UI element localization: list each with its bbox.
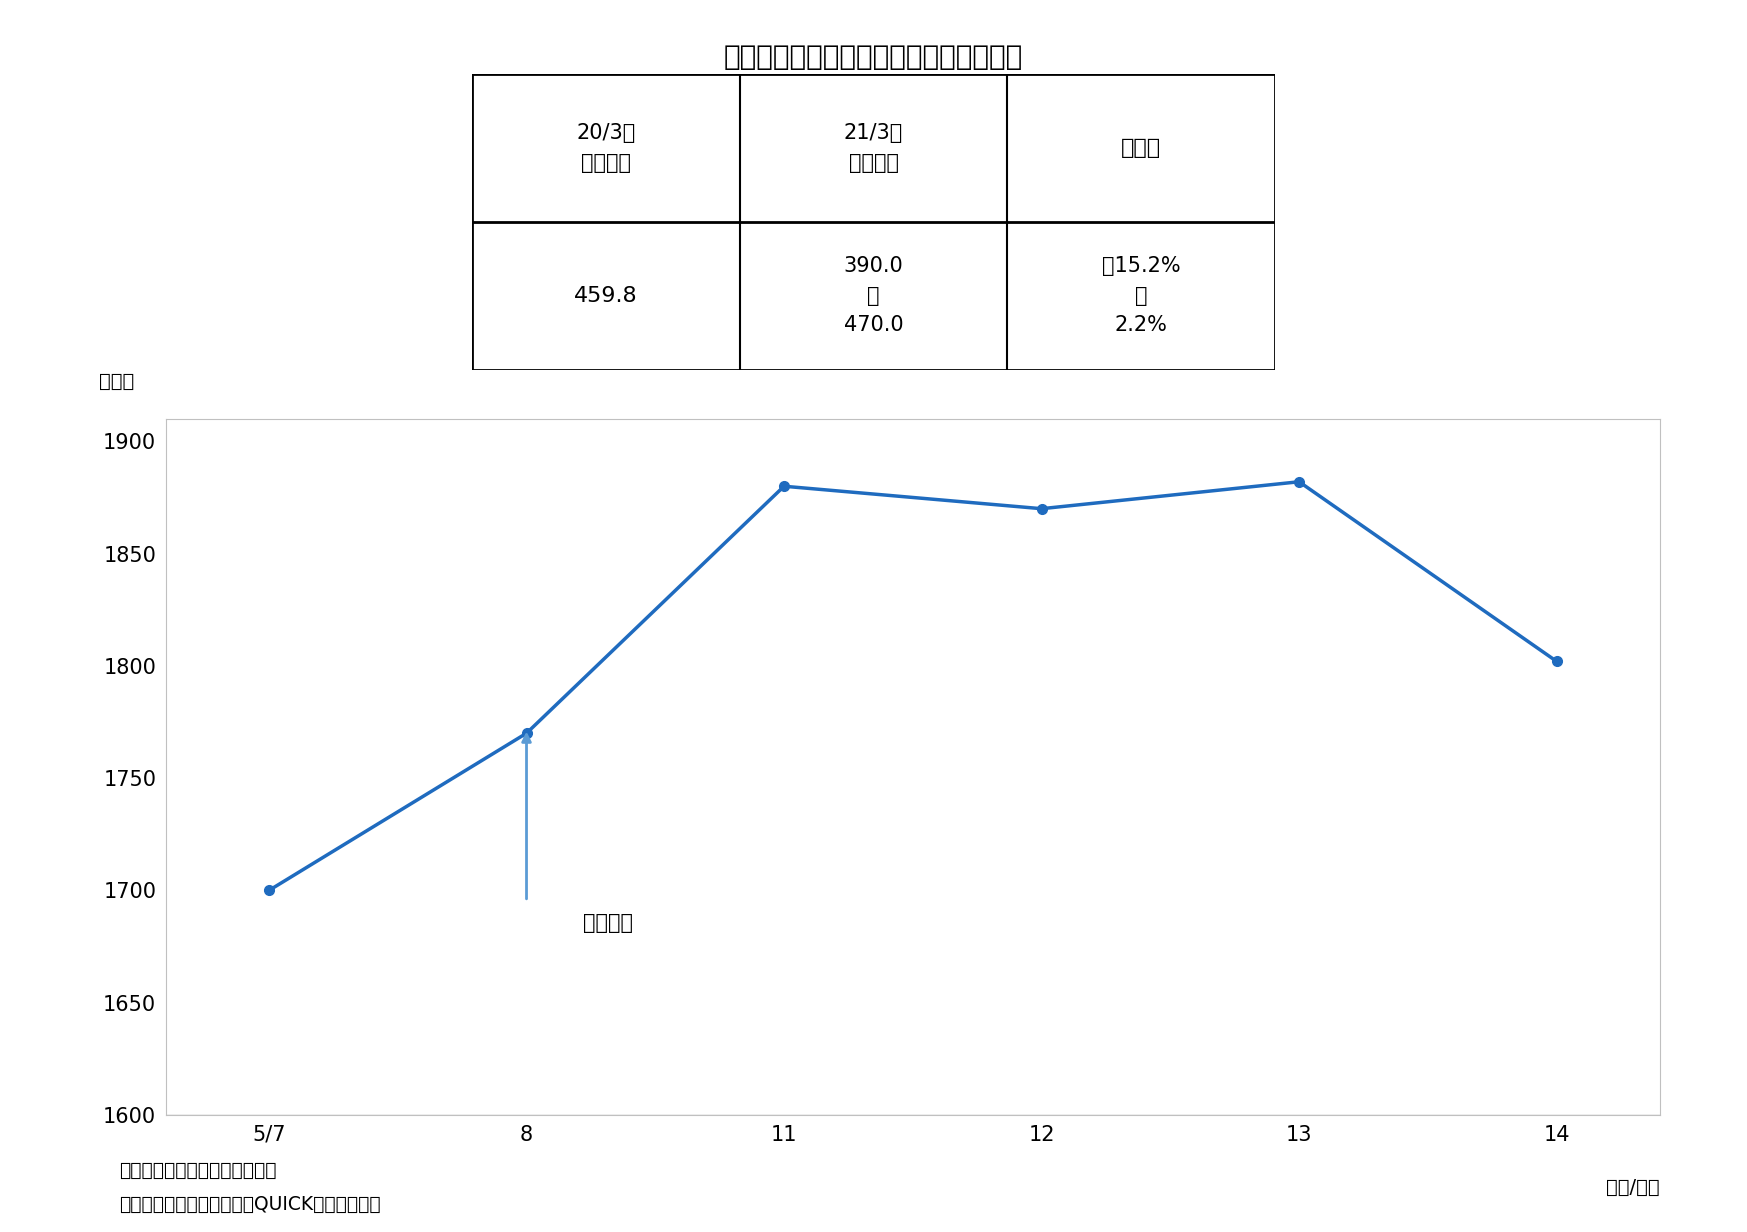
Text: 【図表５】ミネベアミツミの業績と株価: 【図表５】ミネベアミツミの業績と株価: [723, 43, 1024, 71]
Text: 決算発表: 決算発表: [583, 913, 632, 933]
Text: 459.8: 459.8: [573, 286, 638, 306]
Text: －15.2%
～
2.2%: －15.2% ～ 2.2%: [1102, 256, 1181, 335]
Text: （注）　業績は純利益（億円）: （注） 業績は純利益（億円）: [119, 1161, 276, 1179]
Text: 390.0
～
470.0: 390.0 ～ 470.0: [844, 256, 903, 335]
Text: 20/3期
（実績）: 20/3期 （実績）: [577, 123, 636, 172]
Text: （円）: （円）: [100, 372, 135, 391]
Text: 21/3期
（予想）: 21/3期 （予想）: [844, 123, 903, 172]
Text: 増減率: 増減率: [1122, 138, 1162, 158]
Text: （月/日）: （月/日）: [1605, 1178, 1660, 1196]
Text: （資料）　同社決算短信、QUICKより筆者作成: （資料） 同社決算短信、QUICKより筆者作成: [119, 1195, 381, 1214]
